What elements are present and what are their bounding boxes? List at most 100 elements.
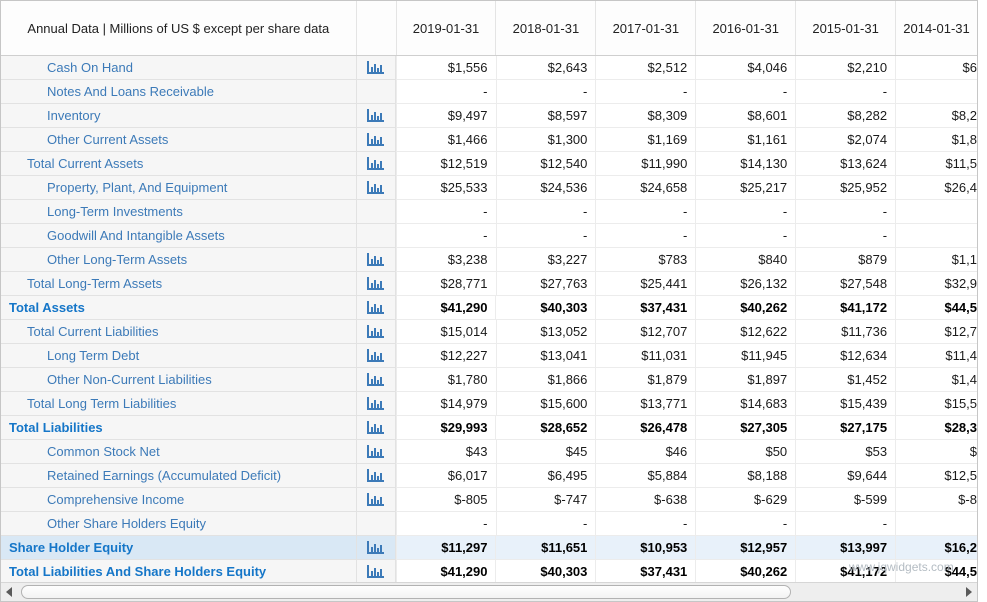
- value-cell: $27,305: [695, 416, 796, 440]
- value-cell: $41,172: [795, 560, 896, 584]
- value-cell: $44,5: [895, 296, 977, 320]
- value-cell: $25,217: [695, 176, 796, 200]
- value-cell: $12,5: [895, 464, 977, 488]
- value-cell: $1,780: [395, 368, 496, 392]
- value-cell: $16,2: [895, 536, 977, 560]
- row-label-link[interactable]: Total Long Term Liabilities: [1, 392, 356, 416]
- value-cell: $8,282: [795, 104, 896, 128]
- bar-chart-icon[interactable]: [367, 109, 385, 122]
- value-cell: $14,130: [695, 152, 796, 176]
- value-cell: $1,1: [895, 248, 977, 272]
- value-cell: $-638: [595, 488, 696, 512]
- value-cell: -: [495, 224, 596, 248]
- value-cell: $32,9: [895, 272, 977, 296]
- value-cell: $783: [595, 248, 696, 272]
- bar-chart-icon[interactable]: [367, 61, 385, 74]
- value-cell: $13,052: [495, 320, 596, 344]
- bar-chart-icon[interactable]: [367, 373, 385, 386]
- chart-icon-cell: [355, 320, 396, 344]
- bar-chart-icon[interactable]: [367, 397, 385, 410]
- row-label-link[interactable]: Notes And Loans Receivable: [1, 80, 356, 104]
- horizontal-scrollbar[interactable]: [1, 582, 977, 601]
- bar-chart-icon[interactable]: [367, 445, 385, 458]
- column-header-2018: 2018-01-31: [495, 1, 595, 55]
- value-cell: [895, 224, 977, 248]
- value-cell: -: [595, 512, 696, 536]
- value-cell: $12,519: [395, 152, 496, 176]
- row-label-link[interactable]: Other Non-Current Liabilities: [1, 368, 356, 392]
- value-cell: -: [695, 224, 796, 248]
- scroll-left-button[interactable]: [1, 584, 17, 601]
- value-cell: $1,556: [395, 56, 496, 80]
- scrollbar-thumb[interactable]: [21, 584, 791, 599]
- row-label-link[interactable]: Total Assets: [1, 296, 356, 320]
- row-label-link[interactable]: Property, Plant, And Equipment: [1, 176, 356, 200]
- chart-icon-cell: [355, 536, 396, 560]
- bar-chart-icon[interactable]: [367, 253, 385, 266]
- bar-chart-icon[interactable]: [367, 157, 385, 170]
- chart-icon-cell: [355, 80, 396, 104]
- bar-chart-icon[interactable]: [367, 421, 385, 434]
- row-label-link[interactable]: Long-Term Investments: [1, 200, 356, 224]
- row-label-link[interactable]: Other Long-Term Assets: [1, 248, 356, 272]
- row-label-link[interactable]: Other Current Assets: [1, 128, 356, 152]
- bar-chart-icon[interactable]: [367, 349, 385, 362]
- value-cell: -: [495, 200, 596, 224]
- table-row: Total Long-Term Assets $28,771 $27,763 $…: [1, 272, 977, 296]
- bar-chart-icon[interactable]: [367, 301, 385, 314]
- row-label-link[interactable]: Share Holder Equity: [1, 536, 356, 560]
- value-cell: $37,431: [595, 560, 696, 584]
- bar-chart-icon[interactable]: [367, 325, 385, 338]
- chart-icon-cell: [355, 56, 396, 80]
- chart-icon-cell: [355, 560, 396, 584]
- bar-chart-icon[interactable]: [367, 541, 385, 554]
- value-cell: $44,5: [895, 560, 977, 584]
- value-cell: $11,945: [695, 344, 796, 368]
- row-label-link[interactable]: Total Current Liabilities: [1, 320, 356, 344]
- value-cell: $28,652: [495, 416, 596, 440]
- bar-chart-icon[interactable]: [367, 493, 385, 506]
- row-label-link[interactable]: Other Share Holders Equity: [1, 512, 356, 536]
- value-cell: -: [795, 224, 896, 248]
- value-cell: $5,884: [595, 464, 696, 488]
- row-label-link[interactable]: Total Liabilities: [1, 416, 356, 440]
- row-label-link[interactable]: Total Liabilities And Share Holders Equi…: [1, 560, 356, 584]
- bar-chart-icon[interactable]: [367, 133, 385, 146]
- row-label-link[interactable]: Common Stock Net: [1, 440, 356, 464]
- value-cell: $29,993: [395, 416, 496, 440]
- column-header-2015: 2015-01-31: [795, 1, 895, 55]
- value-cell: $26,4: [895, 176, 977, 200]
- value-cell: $13,771: [595, 392, 696, 416]
- row-label-link[interactable]: Comprehensive Income: [1, 488, 356, 512]
- bar-chart-icon[interactable]: [367, 469, 385, 482]
- chart-icon-cell: [355, 416, 396, 440]
- scroll-right-button[interactable]: [961, 584, 977, 601]
- table-row: Cash On Hand $1,556 $2,643 $2,512 $4,046…: [1, 56, 977, 80]
- row-label-link[interactable]: Retained Earnings (Accumulated Deficit): [1, 464, 356, 488]
- value-cell: $25,441: [595, 272, 696, 296]
- table-row: Total Liabilities $29,993 $28,652 $26,47…: [1, 416, 977, 440]
- row-label-link[interactable]: Cash On Hand: [1, 56, 356, 80]
- value-cell: $45: [495, 440, 596, 464]
- row-label-link[interactable]: Total Current Assets: [1, 152, 356, 176]
- row-label-link[interactable]: Inventory: [1, 104, 356, 128]
- scrollbar-track[interactable]: [17, 584, 961, 601]
- bar-chart-icon[interactable]: [367, 277, 385, 290]
- chart-icon-cell: [355, 368, 396, 392]
- value-cell: -: [595, 200, 696, 224]
- row-label-link[interactable]: Long Term Debt: [1, 344, 356, 368]
- value-cell: $25,533: [395, 176, 496, 200]
- value-cell: $: [895, 440, 977, 464]
- bar-chart-icon[interactable]: [367, 181, 385, 194]
- value-cell: $-805: [395, 488, 496, 512]
- table-row: Total Assets $41,290 $40,303 $37,431 $40…: [1, 296, 977, 320]
- value-cell: $8,597: [495, 104, 596, 128]
- value-cell: $13,624: [795, 152, 896, 176]
- value-cell: $11,4: [895, 344, 977, 368]
- bar-chart-icon[interactable]: [367, 565, 385, 578]
- value-cell: $1,897: [695, 368, 796, 392]
- chart-icon-cell: [355, 224, 396, 248]
- row-label-link[interactable]: Goodwill And Intangible Assets: [1, 224, 356, 248]
- value-cell: -: [695, 200, 796, 224]
- row-label-link[interactable]: Total Long-Term Assets: [1, 272, 356, 296]
